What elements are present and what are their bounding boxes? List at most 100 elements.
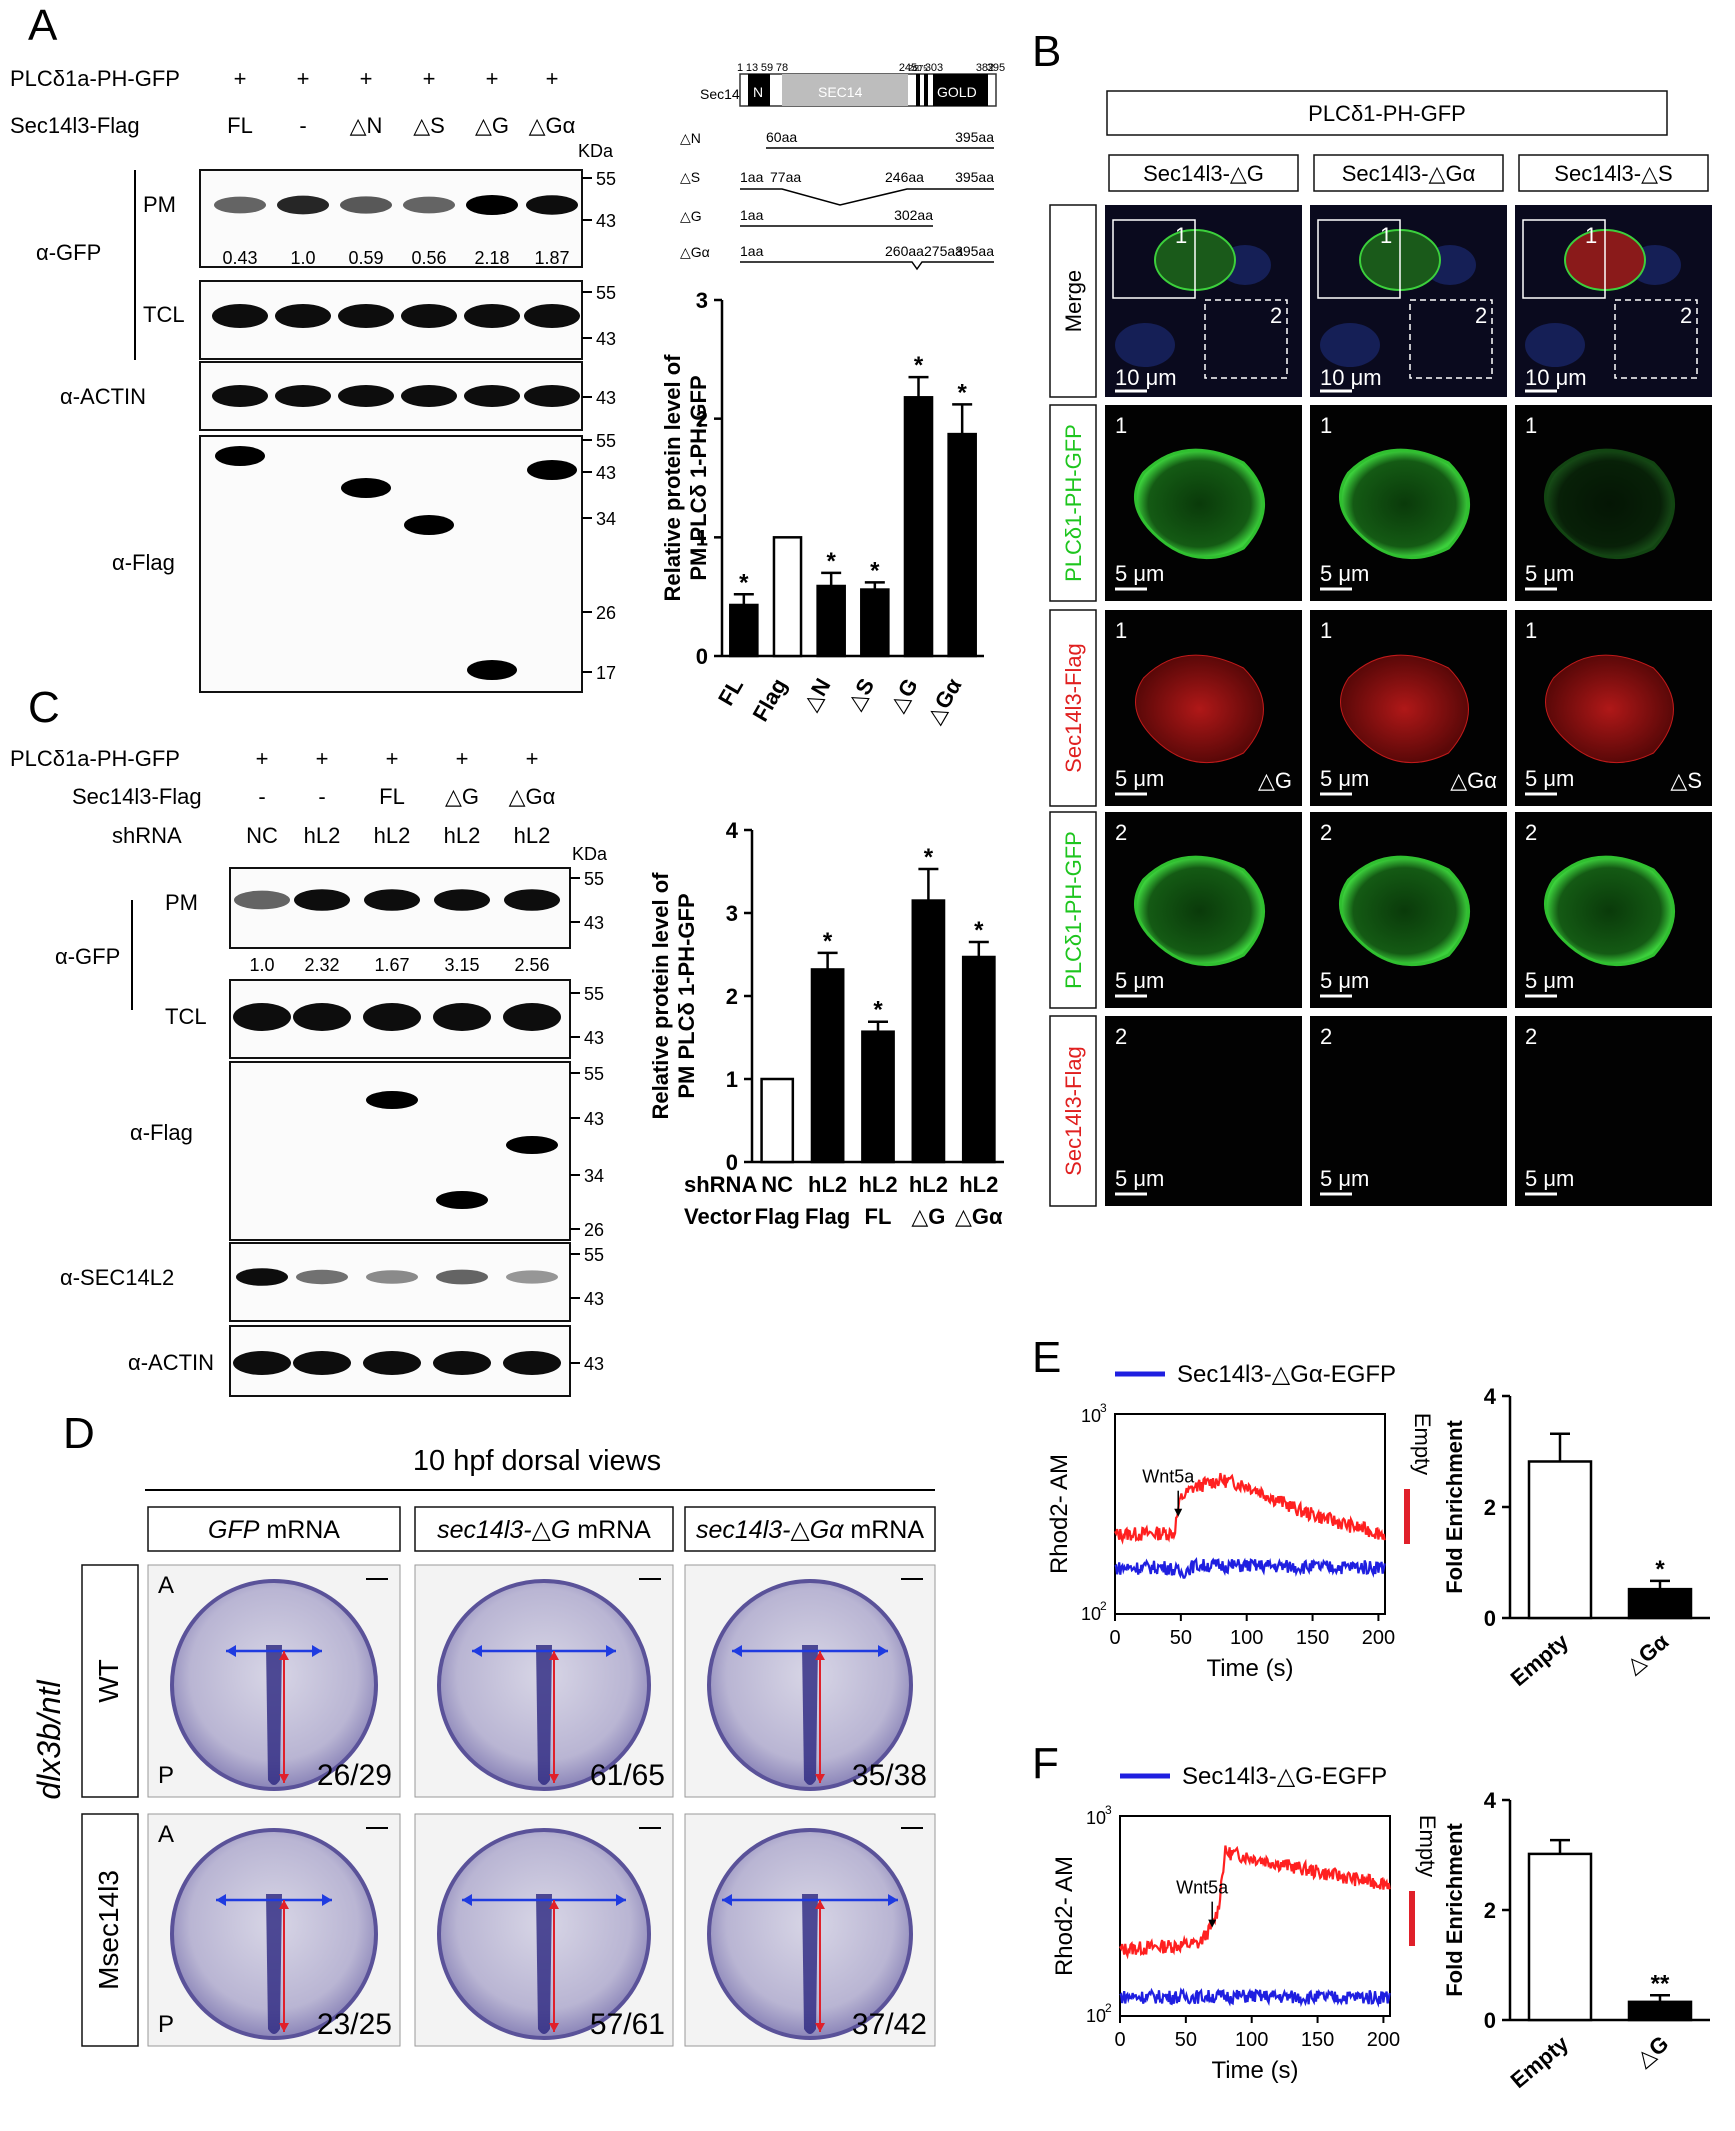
y-tick-bot-exp: 2 [1100, 1599, 1107, 1613]
b-column-header: Sec14l3-△Gα [1342, 161, 1476, 186]
y-tick-top-exp: 3 [1100, 1401, 1107, 1415]
marker-label: 55 [596, 431, 616, 451]
x-tick-label: 0 [1114, 2029, 1125, 2051]
a-flag-label: α-Flag [112, 550, 175, 575]
inset-number: 2 [1525, 1024, 1537, 1049]
d-column-headers: GFP mRNA sec14l3-△G mRNA sec14l3-△Gα mRNA [147, 1506, 936, 1552]
c-lane-construct: - [318, 784, 325, 809]
y-axis-label: Rhod2- AM [1051, 1856, 1078, 1976]
bar [911, 899, 946, 1164]
a-lane-construct: FL [227, 113, 253, 138]
inset-2-label: 2 [1475, 303, 1487, 328]
embryo-count: 35/38 [852, 1759, 927, 1792]
significance-mark: * [870, 557, 880, 584]
domain-sec14 [782, 74, 908, 106]
a-pm-band [214, 196, 266, 214]
a-pm-band [403, 196, 455, 214]
marker-label: 43 [584, 1289, 604, 1309]
x-tick-label: 150 [1296, 1627, 1329, 1649]
a-lane-construct: △G [475, 113, 509, 138]
d-rows: WT 26/29 A P 61/65 35/38 Msec14l3 23/25 A P 57/61 3… [81, 1564, 936, 2047]
embryo-image: 26/29 A P [147, 1564, 401, 1798]
marker-label: 43 [584, 1354, 604, 1374]
c-pm-band [364, 889, 420, 911]
x-tick-vector: △Gα [955, 1204, 1003, 1229]
domain-gold-label: GOLD [937, 84, 977, 100]
inset-1-label: 1 [1380, 223, 1392, 248]
domain-sec14-label: SEC14 [818, 84, 863, 100]
width-arrowheads [226, 1645, 322, 1657]
c-row-label-sec: Sec14l3-Flag [72, 784, 202, 809]
a-pm-value: 1.87 [534, 248, 569, 268]
c-actin-bands [233, 1351, 561, 1375]
stimulus-arrowhead [1174, 1508, 1183, 1517]
c-sec-band [236, 1268, 288, 1286]
y-tick-label: 0 [1484, 1606, 1496, 1631]
anterior-label: A [158, 1572, 174, 1599]
marker-label: 55 [584, 869, 604, 889]
bar [1527, 1852, 1593, 2022]
construct-tag: △S [1670, 768, 1702, 793]
significance-mark: * [873, 997, 883, 1024]
trace-series [1119, 1845, 1391, 1960]
inset-number: 2 [1525, 820, 1537, 845]
cell-shape [1340, 654, 1469, 764]
a-lane-construct: △S [413, 113, 445, 138]
cell-shape [1339, 855, 1470, 967]
a-flag-bands [215, 446, 577, 680]
stimulus-arrowhead [1208, 1919, 1217, 1928]
x-tick-shrna: hL2 [959, 1172, 998, 1197]
c-sec-label: α-SEC14L2 [60, 1265, 174, 1290]
notochord-stain [536, 1894, 552, 2034]
y-tick-label: 0 [1484, 2008, 1496, 2033]
a-pm-band [340, 196, 392, 214]
construct-name: △N [680, 130, 701, 146]
marker-label: 26 [584, 1220, 604, 1240]
a-pm-band [277, 195, 329, 215]
bar [772, 536, 803, 658]
notochord-stain [802, 1894, 818, 2034]
b-image-grid: Merge 1 2 10 μm 1 2 10 μm 1 2 10 μm PLCδ1-PH-GFP 1 5… [1049, 204, 1712, 1207]
panel-a-letter: A [28, 1, 58, 50]
c-lane-plus: + [256, 746, 269, 771]
scale-label: 5 μm [1525, 561, 1574, 586]
d-column-gene: sec14l3-△Gα [696, 1516, 844, 1544]
y-tick-label: 0 [696, 644, 708, 669]
b-column-header: Sec14l3-△G [1143, 161, 1264, 186]
y-axis-label: Relative protein level of [648, 872, 673, 1120]
inset-1-box [1317, 219, 1401, 299]
c-tcl-label: TCL [165, 1004, 207, 1029]
b-row-label: Sec14l3-Flag [1061, 643, 1086, 773]
a-lane-plus: + [423, 66, 436, 91]
micrograph-bg [1105, 1016, 1302, 1206]
y-tick-top-exp: 3 [1105, 1803, 1112, 1817]
d-column-header: sec14l3-△G mRNA [437, 1516, 651, 1544]
y-tick-label: 0 [726, 1150, 738, 1175]
b-column-header-box [1108, 154, 1299, 192]
c-pm-values: 1.0 2.32 1.67 3.15 2.56 [249, 955, 549, 975]
micrograph: 2 5 μm [1515, 1016, 1712, 1206]
cell-shape [1135, 654, 1264, 764]
construct-label: 275aa [924, 243, 963, 259]
bar [947, 432, 977, 658]
inset-2-label: 2 [1270, 303, 1282, 328]
domain-position: 303 [925, 62, 943, 74]
c-sec-band [436, 1269, 488, 1285]
d-column-header-box [684, 1506, 936, 1552]
c-pm-band [294, 889, 350, 911]
panel-b-letter: B [1032, 27, 1061, 76]
c-tcl-band [433, 1003, 491, 1031]
y-tick-label: 4 [1484, 1384, 1497, 1409]
d-column-header: GFP mRNA [208, 1516, 340, 1544]
trace-series [1114, 1556, 1386, 1579]
a-pm-value: 2.18 [474, 248, 509, 268]
d-column-rest: mRNA [570, 1516, 651, 1544]
c-tcl-bands [233, 1003, 561, 1031]
b-row-label-box [1049, 204, 1097, 398]
scale-label: 10 μm [1115, 365, 1177, 390]
a-tcl-bands [212, 304, 580, 328]
c-tcl-band [293, 1003, 351, 1031]
d-row-label-box [81, 1813, 139, 2047]
a-pm-band [466, 195, 518, 215]
embryo-image: 37/42 [684, 1813, 936, 2047]
